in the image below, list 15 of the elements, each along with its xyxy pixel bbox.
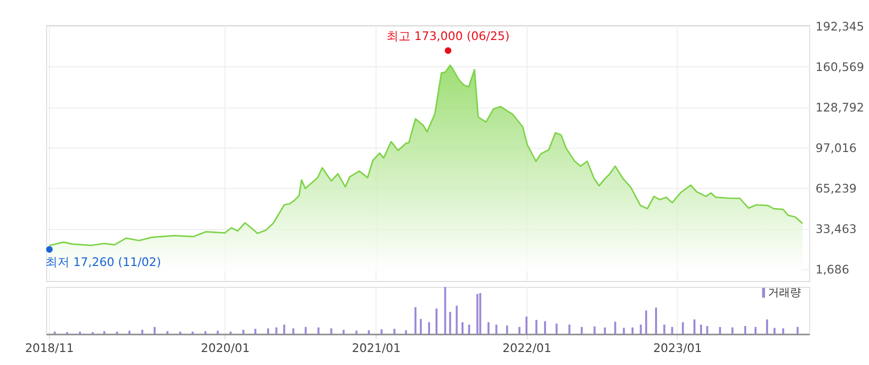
x-tick-label: 2023/01 (653, 341, 702, 356)
annotation: 최저 17,260 (11/02) (45, 255, 162, 270)
y-tick-label: 33,463 (816, 222, 857, 236)
y-tick-label: 97,016 (816, 141, 857, 156)
x-tick-label: 2021/01 (352, 341, 401, 356)
x-tick-label: 2020/01 (200, 341, 250, 356)
annotation: 최고 173,000 (06/25) (386, 28, 510, 43)
y-tick-label: 192,345 (816, 19, 864, 34)
y-tick-label: 1,686 (816, 262, 850, 277)
x-tick-label: 2022/01 (502, 341, 552, 356)
legend-label: 거래량 (768, 286, 801, 299)
y-tick-label: 160,569 (816, 60, 864, 74)
x-tick-label: 2018/11 (25, 341, 74, 356)
y-tick-label: 65,239 (816, 182, 857, 196)
y-tick-label: 128,792 (816, 100, 864, 114)
